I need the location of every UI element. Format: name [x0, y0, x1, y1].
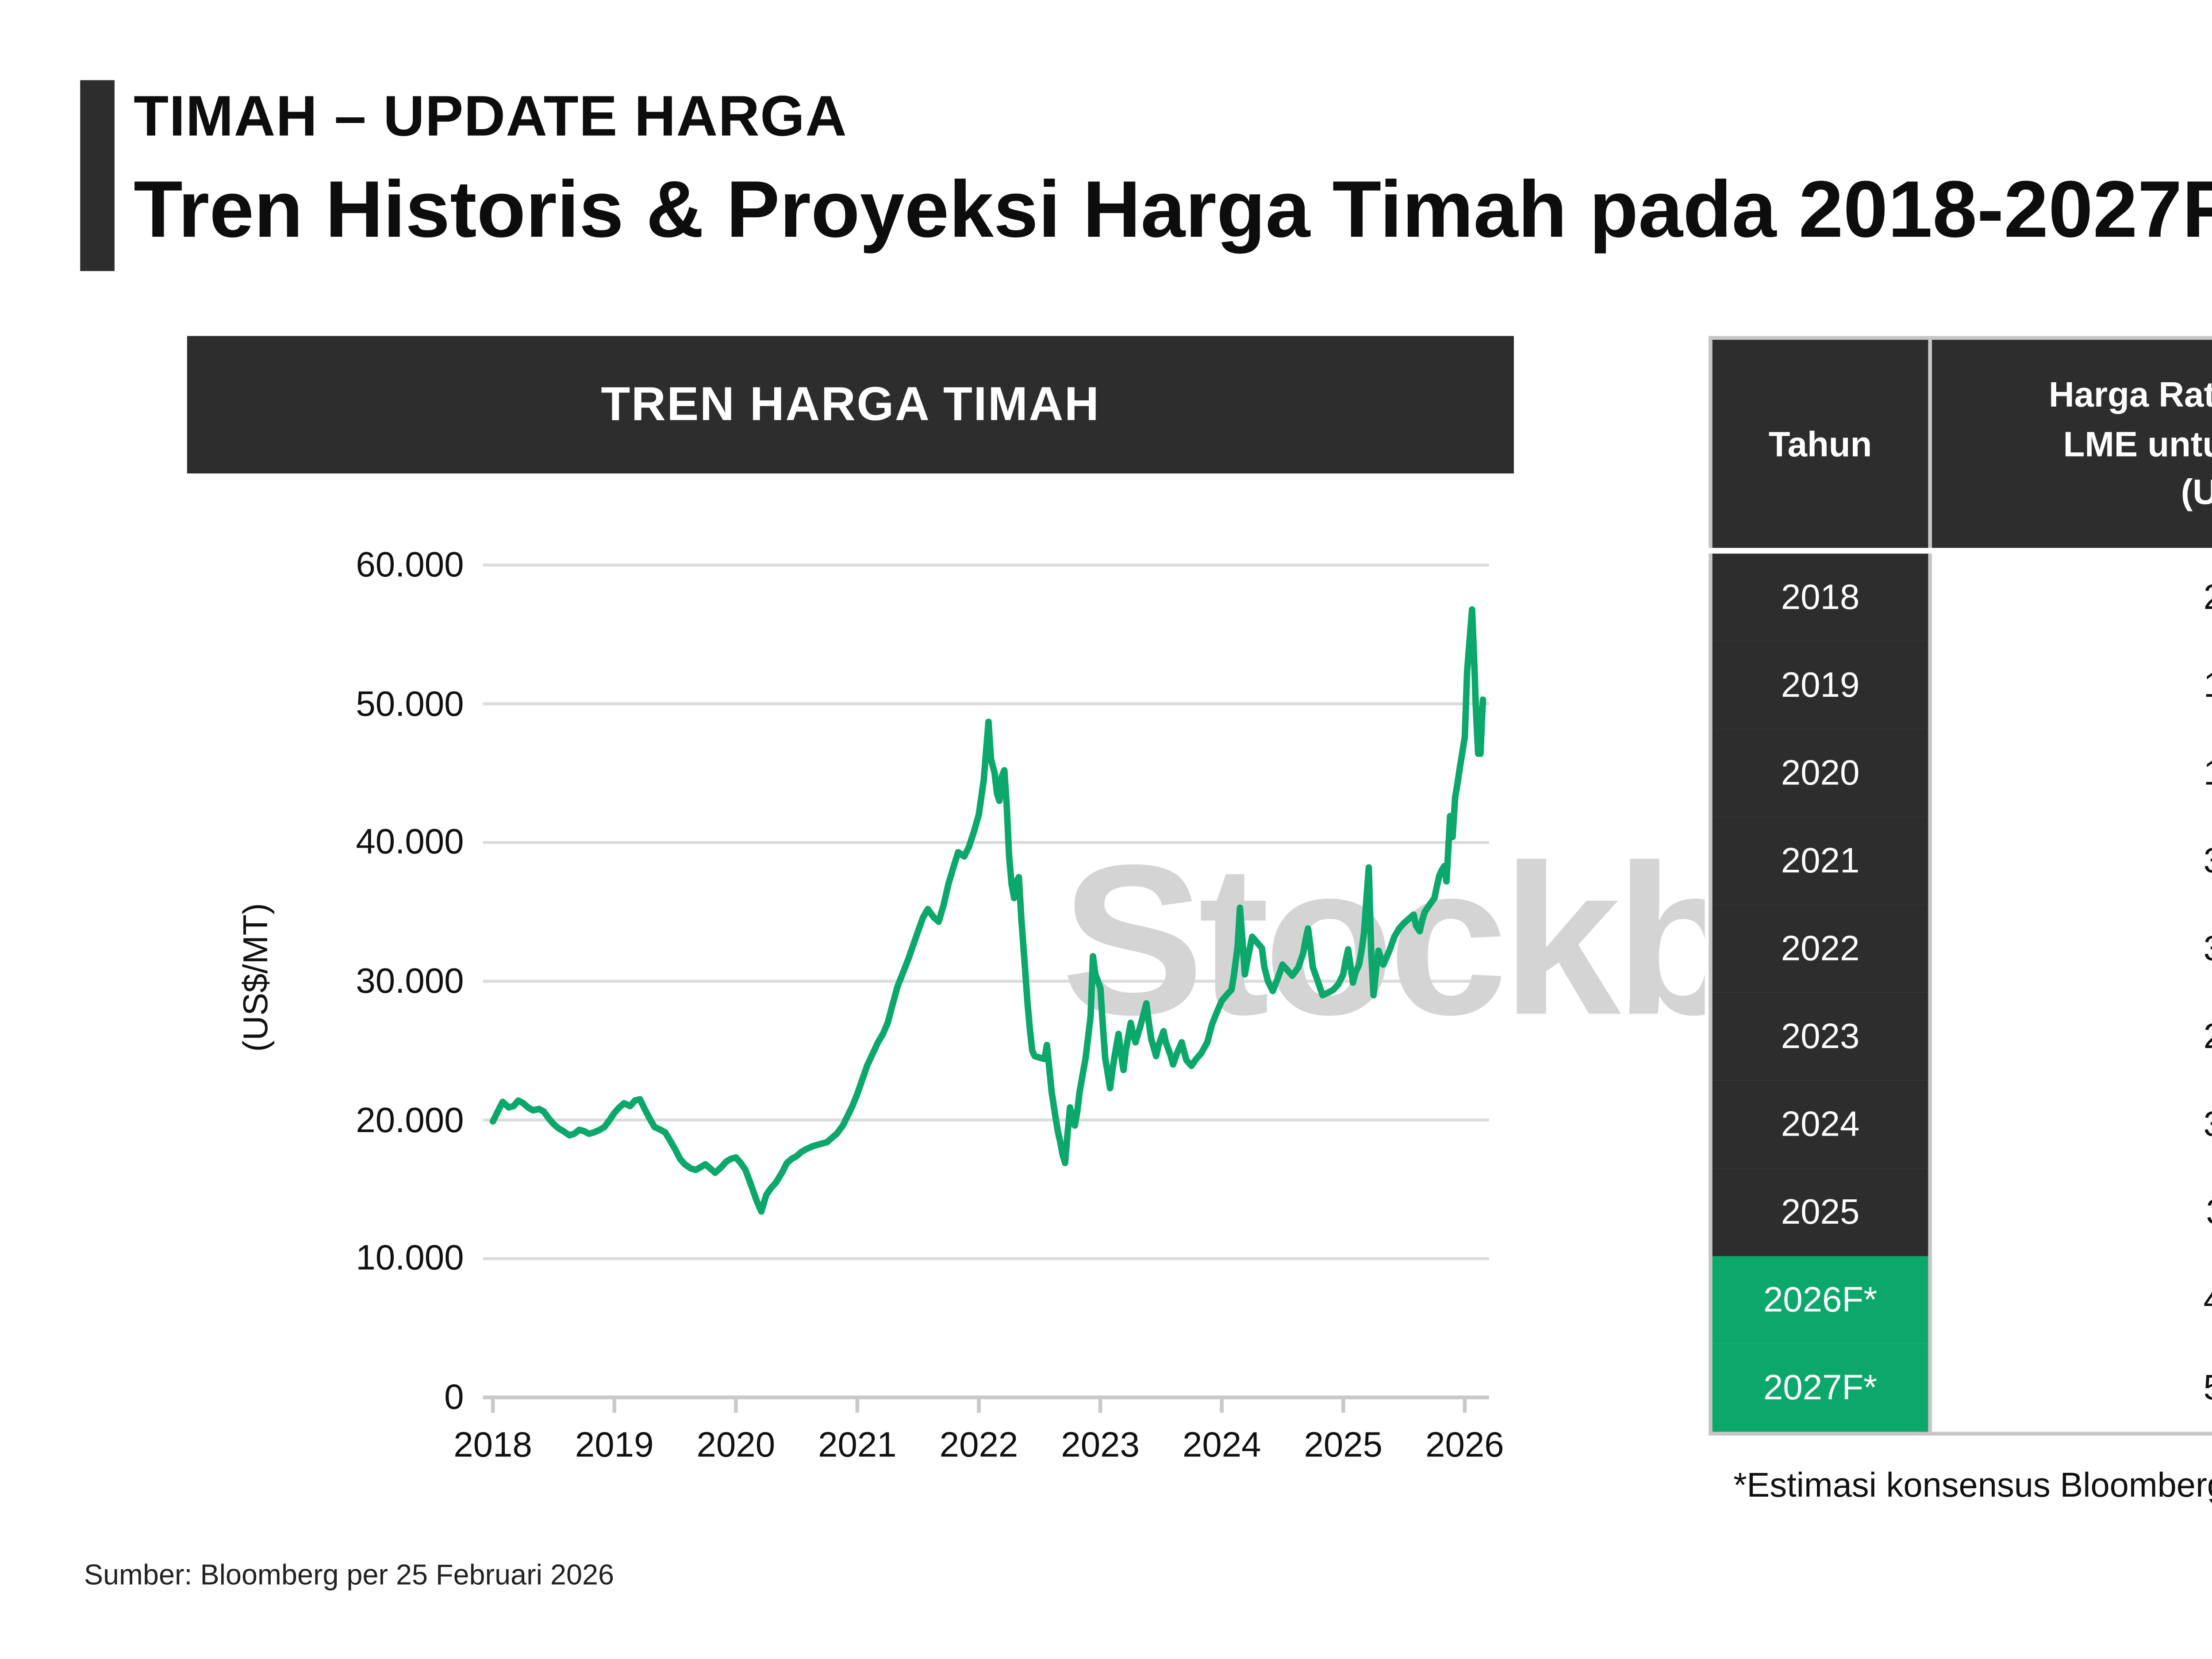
year-cell: 2018 — [1710, 550, 1930, 641]
x-tick-label: 2018 — [453, 1424, 532, 1464]
table-footnote: *Estimasi konsensus Bloomberg — [1733, 1466, 2212, 1505]
price-cell: 31.145 — [1928, 817, 2212, 905]
year-cell: 2026F* — [1710, 1256, 1930, 1344]
y-tick-label: 60.000 — [356, 544, 464, 584]
watermark: Stockbit — [1061, 821, 1705, 1060]
y-tick-label: 10.000 — [356, 1237, 464, 1278]
y-tick-label: 40.000 — [356, 821, 464, 862]
x-tick-label: 2026 — [1425, 1424, 1504, 1464]
table-row: 202325.883−16,7% — [1710, 992, 2212, 1081]
price-cell: 34.111 — [1928, 1168, 2212, 1256]
price-cell: 18.585 — [1928, 641, 2212, 730]
y-tick-label: 30.000 — [356, 960, 464, 1001]
x-tick-label: 2022 — [939, 1424, 1018, 1464]
table-row: 201918.585−7.4% — [1710, 641, 2212, 730]
table-row: 202231.071−0,2% — [1710, 905, 2212, 993]
price-cell: 30.217 — [1928, 1080, 2212, 1168]
table-body: 201820.071201918.585−7.4%202017.107−8,0%… — [1710, 550, 2212, 1434]
x-tick-label: 2019 — [575, 1424, 654, 1464]
price-cell: 25.883 — [1928, 992, 2212, 1081]
year-cell: 2019 — [1710, 641, 1930, 730]
year-cell: 2025 — [1710, 1168, 1930, 1256]
year-cell: 2024 — [1710, 1080, 1930, 1168]
year-cell: 2021 — [1710, 817, 1930, 905]
y-tick-label: 50.000 — [356, 683, 464, 723]
chart-grid — [483, 563, 1489, 1413]
year-cell: 2022 — [1710, 905, 1930, 993]
y-tick-label: 20.000 — [356, 1099, 464, 1139]
x-tick-label: 2020 — [696, 1424, 776, 1464]
y-tick-label: 0 — [444, 1376, 464, 1417]
table-row: 202430.217+16,7% — [1710, 1080, 2212, 1168]
x-tick-label: 2021 — [818, 1424, 897, 1464]
x-tick-label: 2025 — [1304, 1424, 1383, 1464]
watermark-clip: Stockbit — [0, 768, 1705, 1096]
x-tick-label: 2024 — [1182, 1424, 1261, 1464]
price-line — [489, 606, 1486, 1215]
table-header-year: Tahun — [1710, 338, 1930, 554]
table-row: 202017.107−8,0% — [1710, 729, 2212, 817]
price-cell: 49.950 — [1928, 1256, 2212, 1344]
table-row: 202534.111+12,9% — [1710, 1168, 2212, 1256]
table-row: 202131.145+82,1% — [1710, 817, 2212, 905]
x-tick-label: 2023 — [1061, 1424, 1140, 1464]
chart-title: TREN HARGA TIMAH — [601, 377, 1100, 431]
price-cell: 20.071 — [1928, 550, 2212, 641]
price-cell: 50.416 — [1928, 1344, 2212, 1434]
table-row: 2027F*50.416+0,9% — [1710, 1344, 2212, 1434]
year-cell: 2020 — [1710, 729, 1930, 817]
table-header-price: Harga Rata-rata Timah di LME untuk 3M Fo… — [1928, 338, 2212, 554]
price-table: Tahun Harga Rata-rata Timah di LME untuk… — [1709, 336, 2212, 1436]
table-row: 2026F*49.950+46,4% — [1710, 1256, 2212, 1344]
page-title: Tren Historis & Proyeksi Harga Timah pad… — [134, 164, 2212, 254]
year-cell: 2027F* — [1710, 1344, 1930, 1434]
page-kicker: TIMAH – UPDATE HARGA — [134, 86, 848, 149]
source-note: Sumber: Bloomberg per 25 Februari 2026 — [84, 1559, 614, 1592]
price-cell: 31.071 — [1928, 905, 2212, 993]
price-line-chart — [489, 606, 1486, 1215]
header-accent-bar — [80, 80, 115, 271]
table-header: Tahun Harga Rata-rata Timah di LME untuk… — [1710, 338, 2212, 554]
year-cell: 2023 — [1710, 992, 1930, 1081]
chart-title-bar: TREN HARGA TIMAH — [187, 336, 1514, 474]
price-cell: 17.107 — [1928, 729, 2212, 817]
y-axis-unit-label: (US$/MT) — [237, 903, 275, 1052]
